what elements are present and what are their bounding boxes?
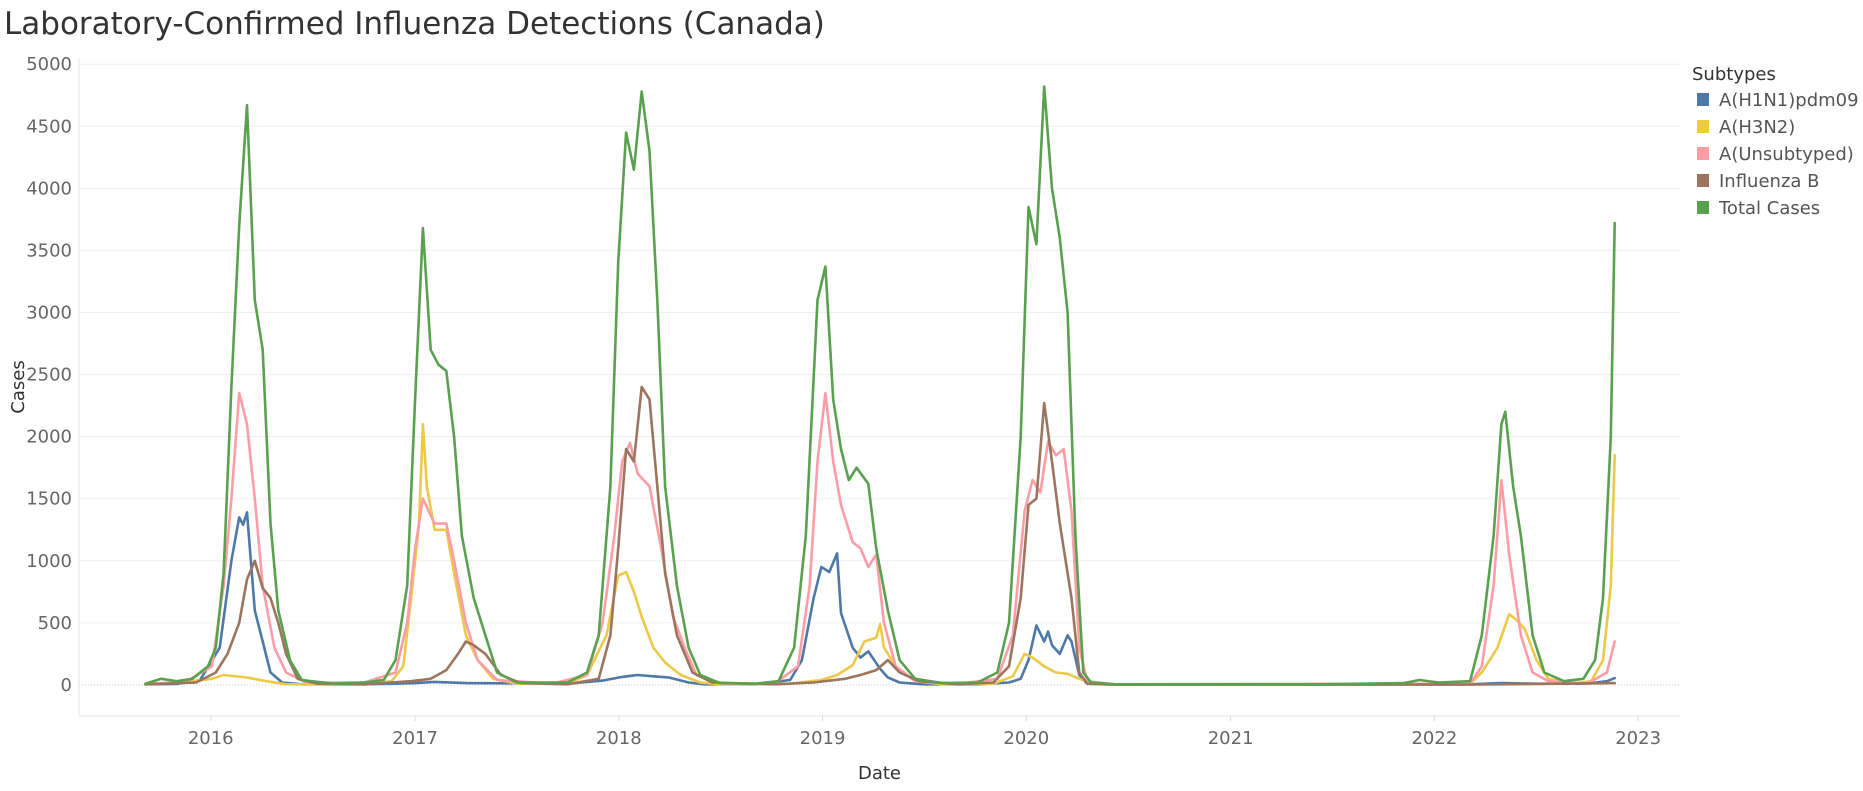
legend-label-a-unsubtyped: A(Unsubtyped)	[1719, 144, 1854, 165]
series-line-a-h3n2	[144, 422, 1616, 686]
series-lines	[144, 85, 1616, 686]
legend-swatch-influenza-b	[1697, 174, 1709, 187]
legend-label-a-h3n2: A(H3N2)	[1719, 117, 1795, 138]
y-tick-label: 4500	[26, 116, 72, 137]
y-tick-label: 1500	[26, 489, 72, 510]
y-tick-label: 3000	[26, 303, 72, 324]
y-tick-label: 2500	[26, 365, 72, 386]
x-tick-label: 2019	[800, 728, 846, 749]
x-tick-label: 2018	[596, 728, 642, 749]
legend-label-influenza-b: Influenza B	[1719, 171, 1820, 192]
legend-swatch-total-cases	[1697, 201, 1709, 214]
x-tick-label: 2017	[392, 728, 438, 749]
x-tick-label: 2016	[188, 728, 234, 749]
x-axis-label: Date	[858, 763, 901, 784]
x-axis-ticks: 2016 2017 2018 2019 2020 2021 2022 2023	[188, 716, 1661, 749]
y-tick-label: 500	[38, 613, 72, 634]
legend-label-a-h1n1-pdm09: A(H1N1)pdm09	[1719, 90, 1859, 111]
gridlines	[79, 63, 1680, 624]
y-tick-label: 2000	[26, 427, 72, 448]
y-tick-label: 0	[61, 675, 72, 696]
x-tick-label: 2022	[1411, 728, 1457, 749]
legend-swatch-a-h1n1-pdm09	[1697, 93, 1709, 106]
y-axis-ticks: 0 500 1000 1500 2000 2500 3000 3500 4000 4500 5000	[26, 54, 72, 696]
y-tick-label: 5000	[26, 54, 72, 75]
x-tick-label: 2021	[1208, 728, 1254, 749]
legend-label-total-cases: Total Cases	[1718, 198, 1820, 219]
series-line-influenza-b	[144, 385, 1616, 686]
y-tick-label: 3500	[26, 240, 72, 261]
chart-title: Laboratory-Confirmed Influenza Detection…	[4, 6, 825, 42]
plot-frame	[78, 58, 1680, 717]
x-tick-label: 2020	[1003, 728, 1049, 749]
series-line-total-cases	[144, 85, 1616, 686]
legend: Subtypes A(H1N1)pdm09 A(H3N2) A(Unsubtyped…	[1692, 64, 1859, 219]
legend-items: A(H1N1)pdm09 A(H3N2) A(Unsubtyped) Influenz…	[1697, 90, 1859, 219]
y-axis-label: Cases	[8, 360, 29, 413]
legend-swatch-a-unsubtyped	[1697, 147, 1709, 160]
x-tick-label: 2023	[1615, 728, 1661, 749]
series-line-a-h1n1-pdm09	[144, 511, 1616, 686]
y-tick-label: 1000	[26, 551, 72, 572]
y-tick-label: 4000	[26, 178, 72, 199]
legend-title: Subtypes	[1692, 64, 1776, 85]
legend-swatch-a-h3n2	[1697, 120, 1709, 133]
